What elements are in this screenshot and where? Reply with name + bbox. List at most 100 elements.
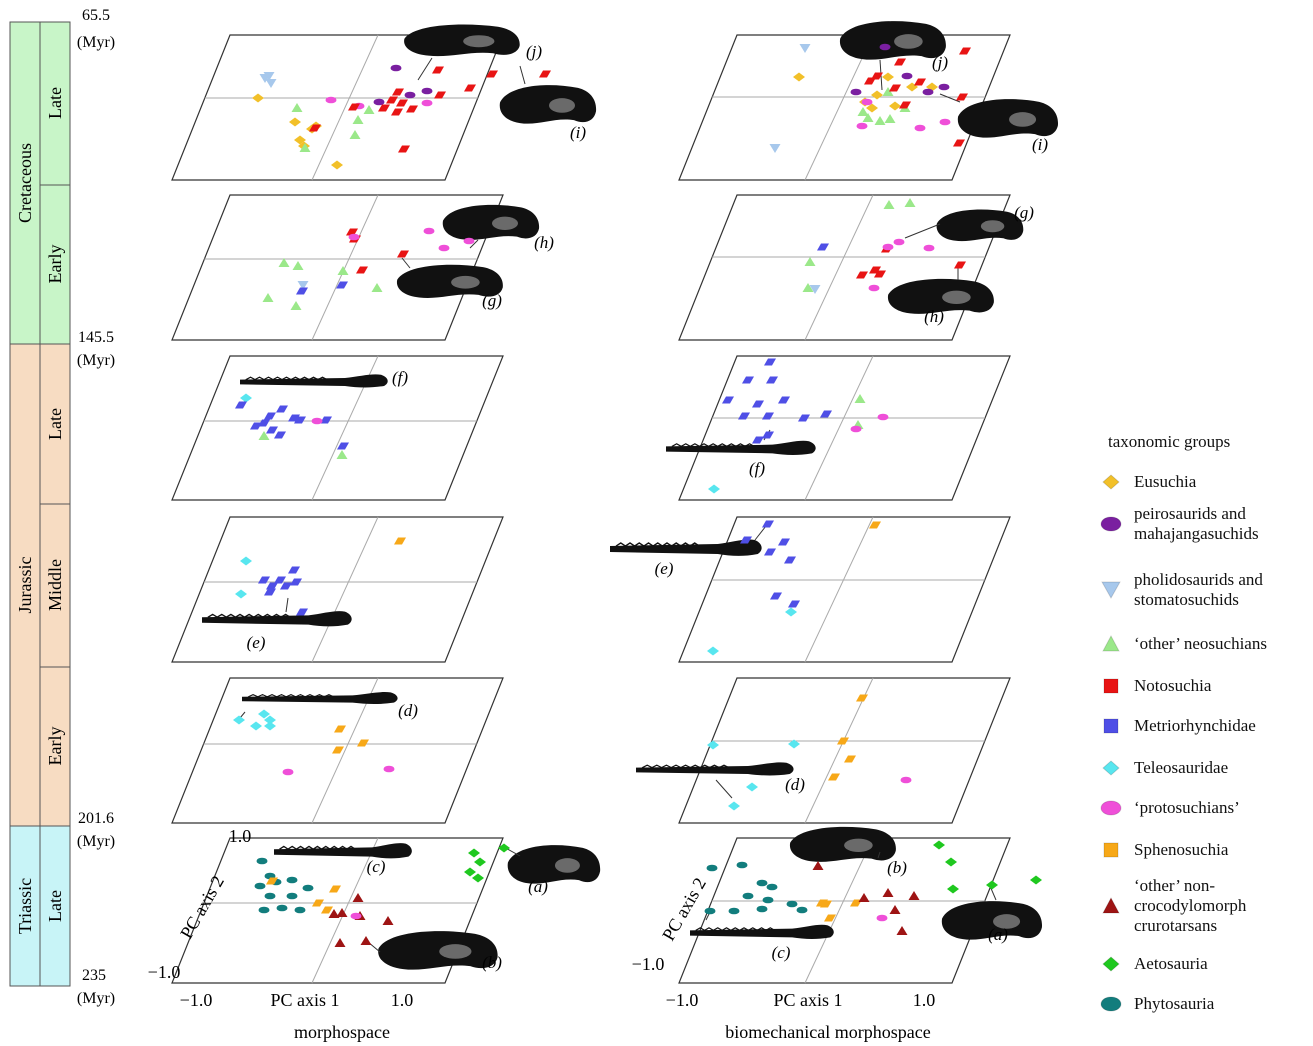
data-point — [824, 914, 836, 922]
data-point — [856, 122, 868, 130]
age-unit-65: (Myr) — [77, 34, 115, 51]
data-point — [762, 431, 774, 439]
legend-marker — [1103, 718, 1119, 734]
data-point — [896, 926, 908, 935]
square-icon — [1103, 842, 1119, 858]
data-point — [882, 888, 894, 897]
data-point — [899, 101, 911, 109]
legend-label: ‘other’ non-crocodylomorph crurotarsans — [1134, 876, 1313, 936]
data-point — [336, 450, 348, 459]
data-point — [882, 72, 894, 82]
data-point — [263, 72, 275, 81]
data-point — [959, 47, 971, 55]
jaw-i-right — [957, 99, 1059, 138]
data-point — [914, 124, 926, 132]
data-point — [877, 413, 889, 421]
jaw-a-left — [507, 845, 601, 884]
data-point — [857, 107, 869, 116]
data-point — [889, 84, 901, 92]
data-point — [766, 376, 778, 384]
data-point — [264, 892, 276, 900]
epoch-label-jur-middle: Middle — [45, 559, 65, 611]
diamond-icon — [1102, 760, 1120, 776]
right-y-tick-min: −1.0 — [632, 954, 665, 974]
data-point — [464, 867, 476, 877]
data-point — [252, 93, 264, 103]
data-point — [302, 884, 314, 892]
data-point — [286, 892, 298, 900]
data-point — [392, 88, 404, 96]
jaw-f-left — [240, 374, 388, 388]
data-point — [1030, 875, 1042, 885]
data-point — [468, 848, 480, 858]
legend-marker — [1102, 896, 1120, 914]
period-label-cretaceous: Cretaceous — [15, 143, 35, 223]
letter-b-left: (b) — [482, 953, 502, 972]
data-point — [337, 266, 349, 275]
data-point — [947, 884, 959, 894]
leader-line — [519, 65, 526, 85]
data-point — [866, 103, 878, 113]
letter-j-left: (j) — [526, 42, 542, 61]
data-point — [722, 396, 734, 404]
data-point — [945, 857, 957, 867]
data-point — [770, 592, 782, 600]
data-point — [264, 588, 276, 596]
data-point — [788, 739, 800, 749]
panel-frame — [678, 516, 1011, 663]
panel-L-jur-late — [171, 355, 504, 501]
letter-e-left: (e) — [247, 633, 266, 652]
triangle-icon — [1102, 634, 1120, 652]
data-point — [434, 91, 446, 99]
data-point — [708, 484, 720, 494]
data-point — [296, 287, 308, 295]
data-point — [254, 882, 266, 890]
age-unit-145: (Myr) — [77, 352, 115, 369]
leader-line — [401, 257, 411, 269]
leader-line — [754, 525, 767, 541]
panel-v-axis — [311, 34, 379, 181]
data-point — [352, 893, 364, 902]
data-point — [276, 405, 288, 413]
data-point — [884, 114, 896, 123]
period-cretaceous — [9, 21, 41, 345]
legend-label: pholidosaurids and stomatosuchids — [1134, 570, 1313, 610]
letter-c-right: (c) — [772, 943, 791, 962]
data-point — [290, 301, 302, 310]
data-point — [334, 938, 346, 947]
data-point — [474, 857, 486, 867]
legend-label: Aetosauria — [1134, 954, 1313, 974]
data-point — [233, 715, 245, 725]
data-point — [235, 401, 247, 409]
data-point — [939, 118, 951, 126]
data-point — [778, 538, 790, 546]
data-point — [728, 801, 740, 811]
data-point — [894, 58, 906, 66]
right-x-axis-label: PC axis 1 — [773, 990, 842, 1010]
data-point — [728, 907, 740, 915]
data-point — [265, 79, 277, 88]
data-point — [736, 861, 748, 869]
data-point — [956, 93, 968, 101]
leader-line — [417, 57, 433, 81]
panel-frame — [171, 355, 504, 501]
data-point — [360, 936, 372, 945]
data-point — [798, 414, 810, 422]
data-point — [383, 765, 395, 773]
jaw-h-right — [887, 278, 994, 314]
data-point — [258, 419, 270, 427]
epoch-label-jur-early: Early — [45, 727, 65, 766]
data-point — [299, 143, 311, 152]
data-point — [742, 376, 754, 384]
age-label-201: 201.6 — [78, 810, 114, 827]
data-point — [386, 96, 398, 104]
leader-line — [469, 239, 479, 249]
epoch-label-cret-late: Late — [45, 87, 65, 119]
legend-marker — [1100, 996, 1122, 1012]
data-point — [762, 412, 774, 420]
epoch-jur-early — [39, 666, 71, 827]
data-point — [756, 879, 768, 887]
data-point — [258, 906, 270, 914]
jaw-e-left — [202, 611, 352, 627]
data-point — [986, 880, 998, 890]
